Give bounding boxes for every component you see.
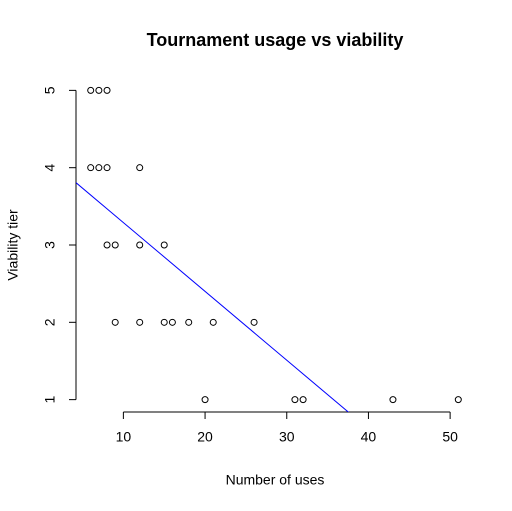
y-tick-label: 2: [42, 318, 58, 326]
point: [95, 86, 103, 94]
y-tick-label: 5: [42, 86, 58, 94]
point: [95, 164, 103, 172]
point: [103, 164, 111, 172]
point: [160, 318, 168, 326]
point: [454, 396, 462, 404]
point: [291, 396, 299, 404]
point: [250, 318, 258, 326]
y-tick-label: 3: [42, 241, 58, 249]
point: [87, 86, 95, 94]
point: [299, 396, 307, 404]
point: [111, 241, 119, 249]
point: [111, 318, 119, 326]
point: [185, 318, 193, 326]
point: [201, 396, 209, 404]
point: [209, 318, 217, 326]
point: [160, 241, 168, 249]
y-tick-label: 4: [42, 164, 58, 172]
point: [136, 241, 144, 249]
point: [136, 318, 144, 326]
point: [389, 396, 397, 404]
point: [87, 164, 95, 172]
point: [103, 241, 111, 249]
x-tick-label: 20: [197, 429, 213, 445]
x-tick-label: 40: [361, 429, 377, 445]
x-axis-label: Number of uses: [226, 472, 325, 488]
chart-title: Tournament usage vs viability: [147, 30, 404, 50]
x-tick-label: 10: [116, 429, 132, 445]
y-axis-label: Viability tier: [5, 209, 21, 281]
regression-line: [76, 182, 350, 412]
point: [103, 86, 111, 94]
x-tick-label: 50: [442, 429, 458, 445]
point: [136, 164, 144, 172]
y-tick-label: 1: [42, 396, 58, 404]
x-tick-label: 30: [279, 429, 295, 445]
point: [168, 318, 176, 326]
